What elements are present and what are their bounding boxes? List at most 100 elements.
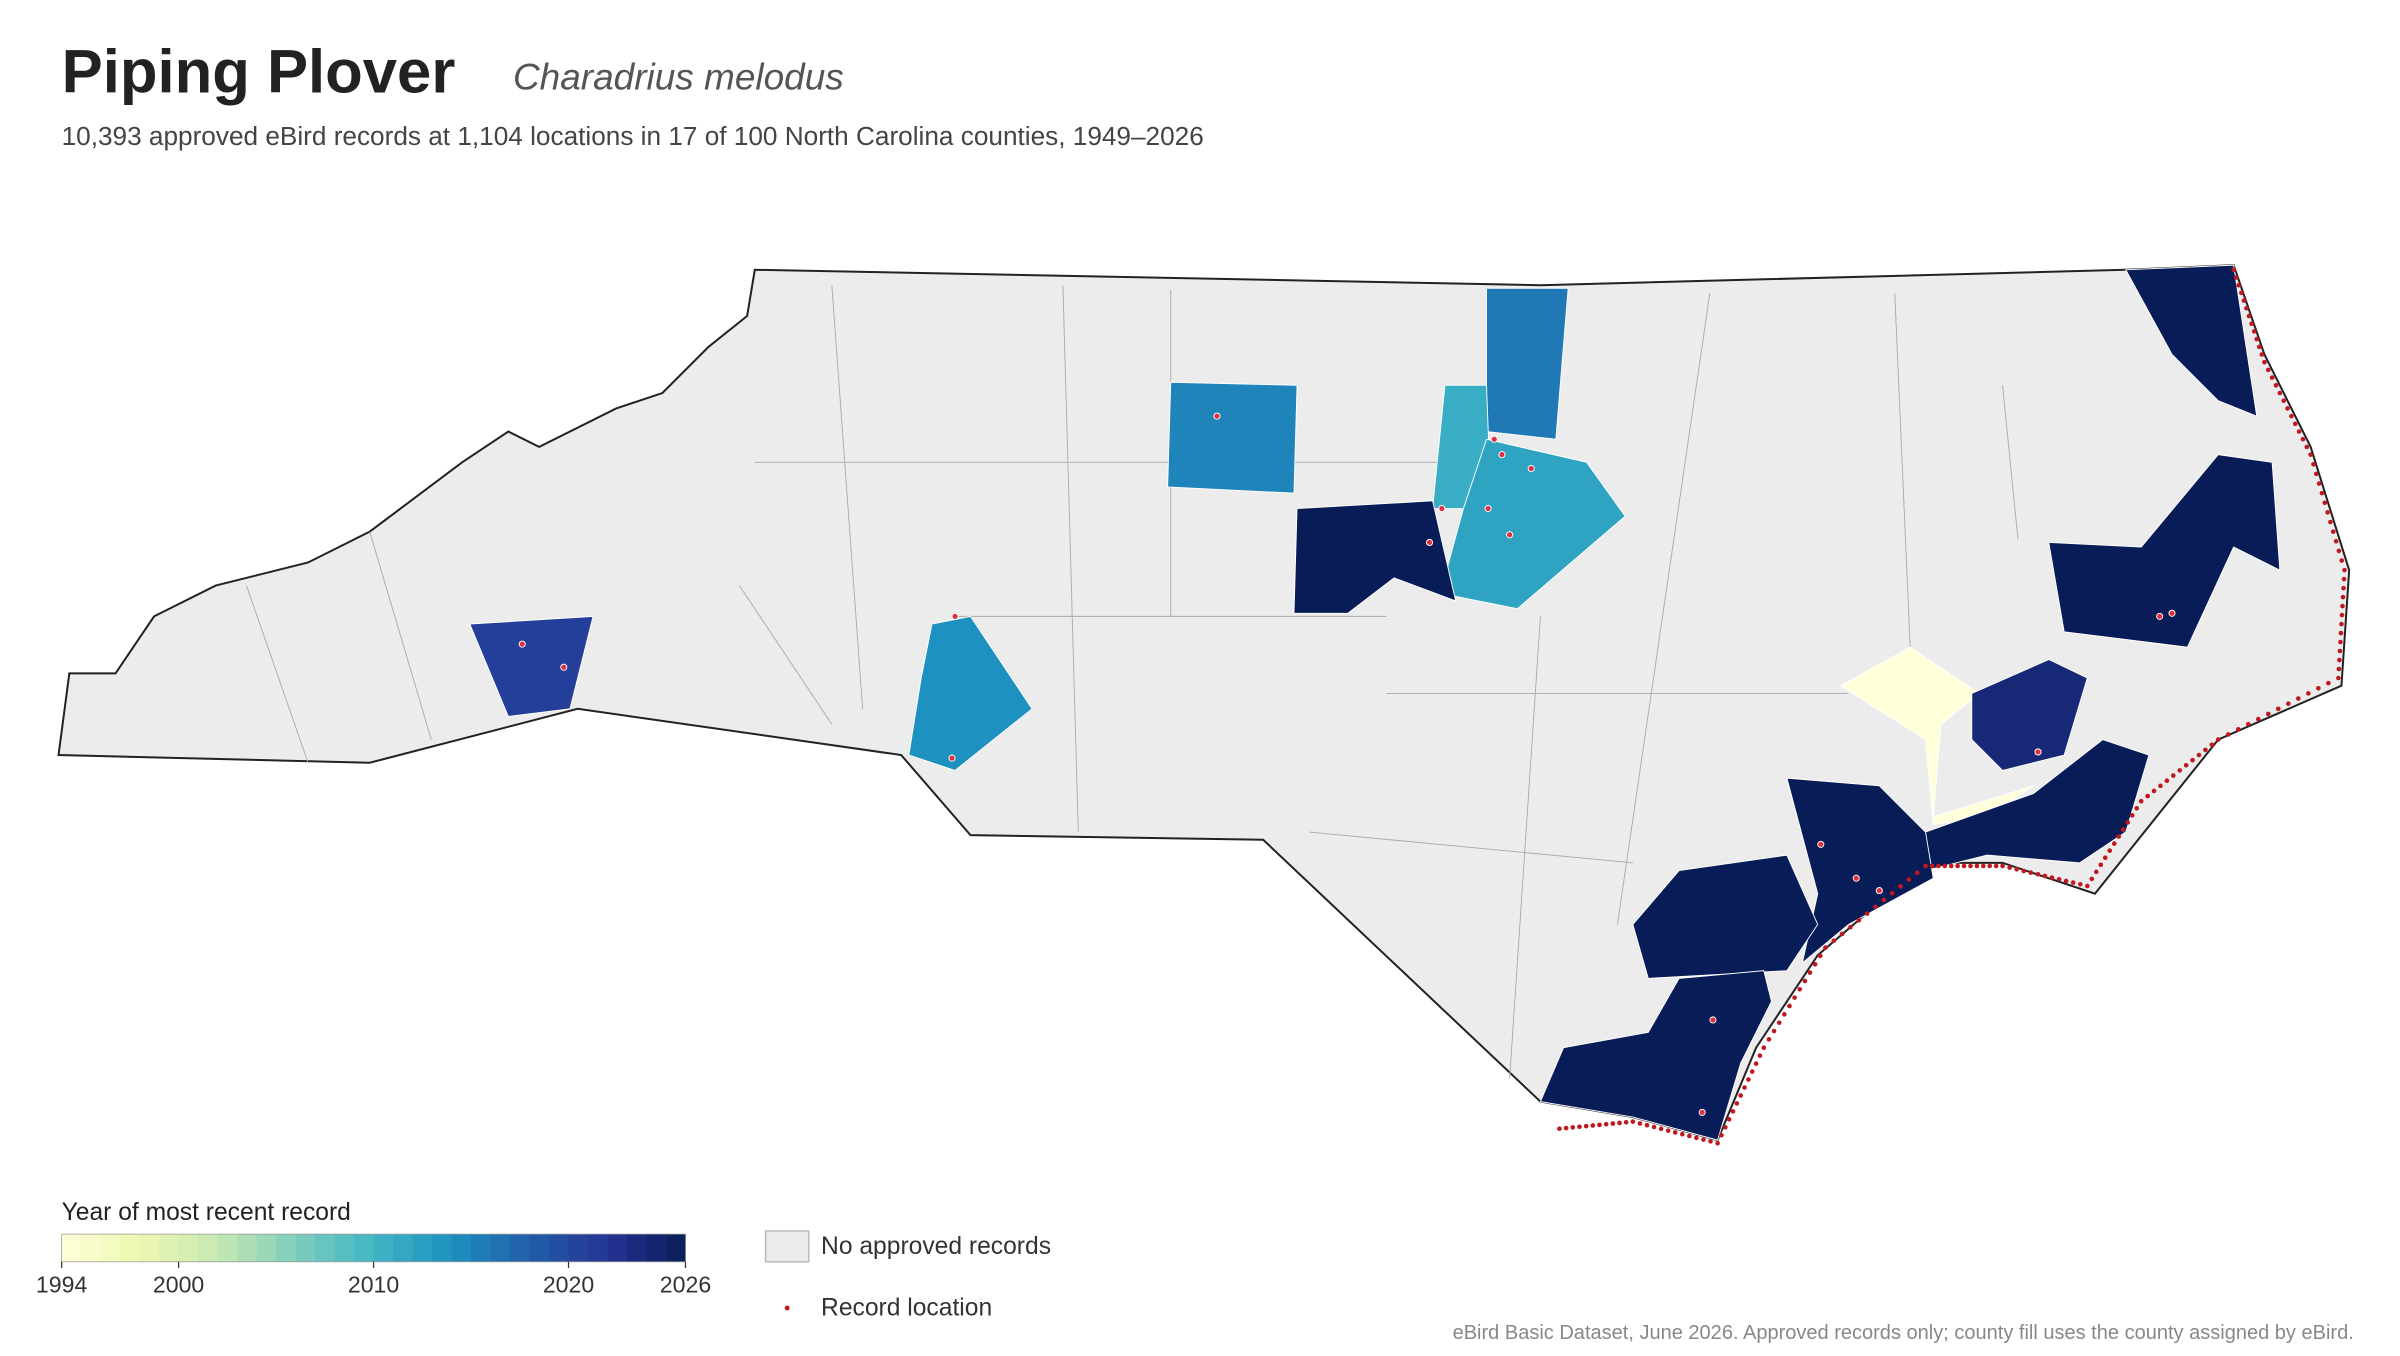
- record-dot: [2138, 798, 2144, 804]
- record-dot: [1889, 890, 1895, 896]
- record-dot: [2093, 869, 2099, 875]
- record-dot: [1797, 986, 1803, 992]
- record-dot: [2254, 336, 2260, 342]
- record-dot: [1698, 1108, 1706, 1116]
- record-dot: [1715, 1140, 1720, 1146]
- record-dot: [1590, 1123, 1596, 1128]
- record-dot: [2336, 666, 2342, 672]
- legend-title: Year of most recent record: [62, 1199, 351, 1226]
- record-dot: [1490, 435, 1498, 443]
- record-dot: [1734, 1101, 1740, 1106]
- record-dot: [2251, 329, 2257, 334]
- record-dot: [1948, 863, 1954, 869]
- record-dot: [2246, 313, 2252, 319]
- record-dot: [2337, 648, 2343, 654]
- record-dot: [2306, 691, 2311, 696]
- colorbar-step: [120, 1234, 141, 1262]
- record-dot: [2316, 685, 2321, 691]
- record-dot: [1753, 1061, 1759, 1066]
- colorbar-tick-label: 2020: [543, 1272, 594, 1298]
- record-dot: [2134, 805, 2140, 811]
- colorbar-step: [432, 1234, 453, 1262]
- record-dot: [2256, 344, 2262, 350]
- record-dot: [2190, 757, 2195, 763]
- colorbar-step: [646, 1234, 667, 1262]
- title: Piping Plover: [62, 38, 456, 107]
- county: [1632, 854, 1819, 979]
- colorbar-step: [237, 1234, 258, 1262]
- record-dot: [2014, 866, 2019, 872]
- record-dot: [1746, 1077, 1751, 1082]
- record-dot: [2107, 848, 2113, 853]
- colorbar-step: [217, 1234, 238, 1262]
- record-dot: [2269, 375, 2275, 380]
- record-dot: [1792, 995, 1797, 1000]
- record-dot: [1506, 531, 1514, 539]
- colorbar-step: [393, 1234, 414, 1262]
- record-dot: [2330, 529, 2336, 534]
- record-dot: [1817, 840, 1825, 848]
- record-dot: [1771, 1028, 1777, 1034]
- record-dot: [2289, 413, 2294, 419]
- no-records-label: No approved records: [821, 1233, 1051, 1260]
- record-dot: [2341, 585, 2346, 591]
- colorbar-step: [549, 1234, 569, 1262]
- county-lines: [246, 285, 2019, 1079]
- record-dot: [1644, 1122, 1650, 1128]
- record-dot: [1993, 863, 1999, 869]
- record-dot: [1425, 538, 1434, 546]
- county: [1293, 500, 1457, 614]
- record-dot: [1955, 863, 1960, 869]
- record-dot: [1651, 1124, 1657, 1130]
- colorbar-step: [61, 1234, 82, 1262]
- record-dot: [1898, 884, 1903, 889]
- colorbar-step: [139, 1234, 160, 1262]
- record-dot: [1787, 1003, 1792, 1009]
- county: [1971, 659, 2088, 771]
- record-dot: [2285, 406, 2290, 411]
- no-records-swatch: [764, 1230, 810, 1263]
- record-dot: [1742, 1085, 1747, 1090]
- colorbar-step: [471, 1234, 491, 1262]
- record-dot: [2235, 727, 2241, 732]
- record-dot: [1679, 1131, 1685, 1137]
- record-dot: [2007, 865, 2012, 870]
- record-dot: [2084, 883, 2090, 889]
- record-dot: [2177, 768, 2183, 773]
- county: [1439, 438, 1626, 610]
- record-dot: [2102, 855, 2108, 861]
- record-dot: [1929, 863, 1935, 869]
- record-dot: [1848, 924, 1853, 930]
- colorbar-step: [490, 1234, 511, 1262]
- record-dot: [2196, 752, 2202, 758]
- record-dot: [2311, 461, 2316, 467]
- record-dot: [2338, 639, 2343, 645]
- record-dot: [2338, 630, 2344, 636]
- record-dot: [1807, 970, 1813, 975]
- county: [1786, 777, 1934, 965]
- record-dot: [1726, 1117, 1732, 1122]
- record-dot: [2203, 747, 2208, 753]
- record-dot: [1527, 464, 1535, 473]
- record-dot: [2273, 383, 2279, 388]
- colorbar-step: [568, 1234, 589, 1262]
- record-dot: [2042, 873, 2048, 879]
- colorbar-step: [256, 1234, 277, 1262]
- record-dot: [1557, 1126, 1562, 1132]
- record-dot: [1864, 911, 1870, 916]
- county: [1486, 287, 1569, 440]
- county: [469, 615, 594, 718]
- record-dot: [2259, 352, 2265, 357]
- record-dot: [2322, 500, 2328, 506]
- record-dot: [1637, 1121, 1643, 1126]
- record-dot: [2215, 737, 2221, 742]
- record-dot: [2170, 773, 2176, 778]
- record-dot: [2035, 871, 2041, 877]
- record-dot: [2129, 813, 2135, 818]
- record-dot: [1438, 505, 1446, 513]
- record-dot: [2275, 706, 2281, 712]
- record-dot: [2125, 820, 2131, 825]
- colorbar-step: [665, 1234, 686, 1262]
- record-dot: [2116, 834, 2122, 839]
